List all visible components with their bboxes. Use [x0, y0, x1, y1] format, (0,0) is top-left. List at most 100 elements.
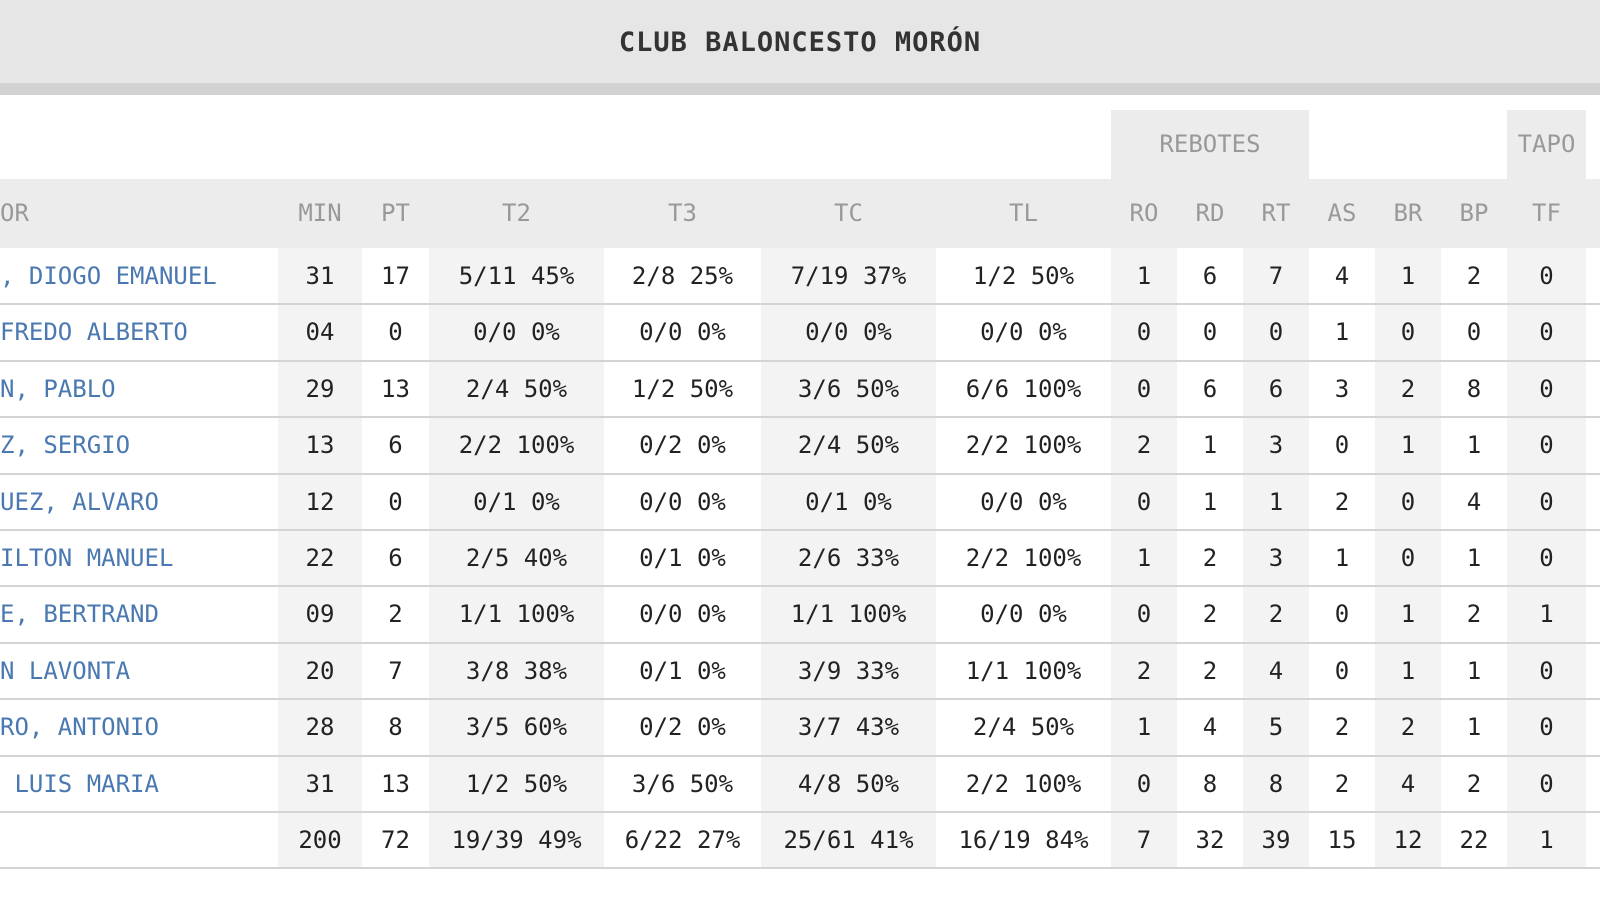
player-name[interactable]: N, PABLO: [0, 374, 116, 403]
stat-cell: 13: [381, 374, 410, 403]
column-header[interactable]: BR: [1393, 199, 1423, 227]
stat-cell: 0/0 0%: [980, 318, 1067, 347]
stat-cell: 0: [1202, 318, 1218, 347]
stat-cell: 1: [1466, 713, 1482, 742]
stat-cell: 0: [1268, 318, 1284, 347]
row-border: [0, 811, 1600, 813]
stat-cell: 0: [1539, 318, 1554, 347]
stat-cell: 2: [1268, 600, 1284, 629]
column-shade: [429, 248, 604, 869]
player-name[interactable]: Z, SERGIO: [0, 431, 131, 460]
stat-cell: 0/1 0%: [639, 656, 726, 685]
column-shade: [1507, 248, 1586, 869]
stat-cell: 2: [1202, 600, 1218, 629]
column-header[interactable]: MIN: [298, 199, 342, 227]
column-header[interactable]: T2: [502, 199, 531, 227]
stat-cell: 6: [1202, 262, 1218, 290]
row-border: [0, 641, 1600, 644]
stat-cell: 2/4 50%: [972, 713, 1075, 742]
stat-cell: 1/1 100%: [965, 656, 1082, 685]
stat-cell: 4: [1268, 656, 1284, 685]
stat-cell: 2: [1466, 769, 1482, 798]
stat-cell: 6/6 100%: [965, 374, 1082, 403]
stat-cell: 2/2 100%: [458, 431, 575, 460]
total-cell: 39: [1261, 826, 1291, 854]
stat-cell: 31: [305, 769, 335, 798]
column-shade: [761, 248, 936, 869]
stat-cell: 1: [1400, 656, 1416, 685]
stat-cell: 04: [305, 318, 335, 347]
stat-cell: 2/2 100%: [965, 544, 1082, 572]
stat-cell: 1: [1136, 262, 1152, 290]
player-name[interactable]: E, BERTRAND: [0, 600, 159, 629]
total-cell: 200: [298, 826, 342, 854]
stat-cell: 0: [1334, 431, 1350, 460]
column-header[interactable]: RT: [1261, 199, 1291, 227]
total-cell: 15: [1327, 826, 1357, 854]
player-name[interactable]: UEZ, ALVARO: [0, 487, 159, 516]
column-header[interactable]: T3: [668, 199, 697, 227]
player-name[interactable]: , DIOGO EMANUEL: [0, 262, 217, 290]
stat-cell: 1: [1268, 487, 1284, 516]
player-name[interactable]: N LAVONTA: [0, 656, 131, 685]
stat-cell: 2/8 25%: [631, 262, 734, 290]
player-name[interactable]: FREDO ALBERTO: [0, 318, 188, 347]
stat-cell: 0/0 0%: [805, 318, 892, 347]
stat-cell: 3/7 43%: [797, 713, 900, 742]
column-header[interactable]: BP: [1459, 199, 1489, 227]
stat-cell: 1: [1539, 600, 1554, 629]
stat-cell: 0: [1400, 318, 1416, 347]
stat-cell: 09: [305, 600, 335, 629]
stat-cell: 1: [1400, 262, 1416, 290]
row-border: [0, 754, 1600, 757]
stat-cell: 1: [1466, 431, 1482, 460]
stat-cell: 0: [1539, 487, 1554, 516]
stat-cell: 0: [1136, 769, 1152, 798]
column-header[interactable]: RO: [1129, 199, 1159, 227]
total-cell: 32: [1195, 826, 1225, 854]
stat-cell: 4: [1334, 262, 1350, 290]
title-band: [0, 0, 1600, 83]
stat-cell: 0: [1466, 318, 1482, 347]
stat-cell: 1: [1466, 544, 1482, 572]
stat-cell: 0/1 0%: [639, 544, 726, 572]
stat-cell: 0: [1539, 544, 1554, 572]
row-border: [0, 359, 1600, 362]
stat-cell: 0/0 0%: [639, 600, 726, 629]
total-cell: 25/61 41%: [783, 826, 914, 854]
stat-cell: 1/2 50%: [631, 374, 734, 403]
stat-cell: 5/11 45%: [458, 262, 575, 290]
column-header[interactable]: TF: [1532, 199, 1561, 227]
stat-cell: 20: [305, 656, 335, 685]
stat-cell: 0: [1539, 769, 1554, 798]
player-name[interactable]: LUIS MARIA: [0, 769, 159, 798]
stat-cell: 2: [1136, 431, 1152, 460]
stat-cell: 0/2 0%: [639, 713, 726, 742]
stat-cell: 12: [305, 487, 335, 516]
stat-cell: 6: [1202, 374, 1218, 403]
stat-cell: 1/2 50%: [972, 262, 1075, 290]
column-header[interactable]: TL: [1009, 199, 1038, 227]
total-cell: 12: [1393, 826, 1423, 854]
player-name[interactable]: ILTON MANUEL: [0, 544, 174, 572]
column-header[interactable]: AS: [1327, 199, 1357, 227]
total-cell: 22: [1459, 826, 1489, 854]
stat-cell: 2/2 100%: [965, 769, 1082, 798]
stat-cell: 0: [388, 318, 403, 347]
column-header[interactable]: PT: [381, 199, 410, 227]
stat-cell: 2/6 33%: [797, 544, 900, 572]
stat-cell: 1: [1334, 544, 1350, 572]
stat-cell: 1: [1400, 431, 1416, 460]
player-name[interactable]: RO, ANTONIO: [0, 713, 159, 742]
stat-cell: 1/1 100%: [458, 600, 575, 629]
stat-cell: 0: [1539, 713, 1554, 742]
stat-cell: 2: [1334, 487, 1350, 516]
column-header[interactable]: TC: [834, 199, 863, 227]
column-header[interactable]: RD: [1195, 199, 1225, 227]
stat-cell: 1: [1466, 656, 1482, 685]
stat-cell: 7/19 37%: [790, 262, 907, 290]
row-border: [0, 585, 1600, 588]
stat-cell: 2: [1202, 656, 1218, 685]
stat-cell: 2: [1466, 262, 1482, 290]
stat-cell: 0/0 0%: [639, 487, 726, 516]
